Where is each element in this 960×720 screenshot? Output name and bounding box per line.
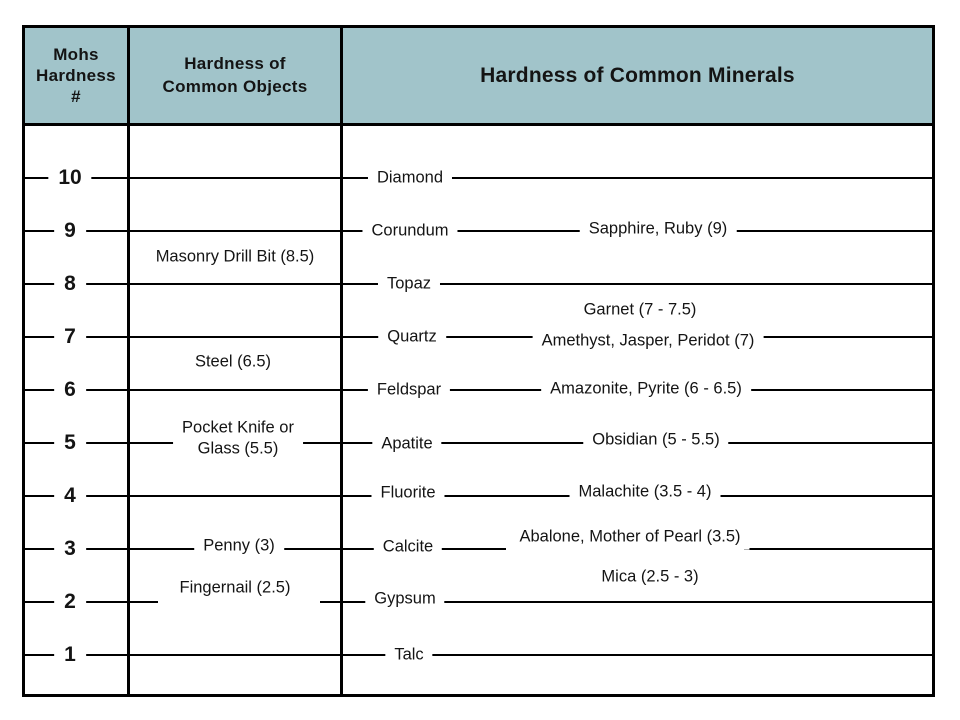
object-label-pocket-knife-or-glass-5-5: Pocket Knife or Glass (5.5) [173, 415, 303, 461]
header-mohs-hardness-number: Mohs Hardness # [25, 28, 130, 123]
example-label-obsidian-5-5-5: Obsidian (5 - 5.5) [583, 427, 729, 453]
hardness-level-line-10 [25, 177, 932, 179]
hardness-level-line-7 [25, 336, 932, 338]
hardness-level-line-1 [25, 654, 932, 656]
mineral-label-topaz: Topaz [377, 271, 441, 297]
object-label-masonry-drill-bit-8-5: Masonry Drill Bit (8.5) [146, 244, 324, 270]
header-hardness-of-common-objects: Hardness of Common Objects [130, 28, 343, 123]
hardness-tick-8: 8 [54, 272, 86, 296]
hardness-level-line-9 [25, 230, 932, 232]
hardness-tick-10: 10 [48, 166, 92, 190]
mineral-label-talc: Talc [385, 642, 433, 668]
hardness-level-line-6 [25, 389, 932, 391]
mineral-label-calcite: Calcite [373, 534, 443, 560]
chart-body: 10 9 8 7 6 5 4 3 2 1 Masonry Drill Bit (8.5) Steel … [25, 28, 932, 694]
hardness-tick-4: 4 [54, 484, 86, 508]
hardness-tick-1: 1 [54, 643, 86, 667]
hardness-level-line-3 [25, 548, 932, 550]
example-label-amazonite-pyrite-6-6-5: Amazonite, Pyrite (6 - 6.5) [541, 376, 751, 402]
mineral-label-corundum: Corundum [362, 218, 458, 244]
object-label-fingernail-2-5: Fingernail (2.5) [170, 575, 300, 601]
example-label-amethyst-jasper-peridot-7: Amethyst, Jasper, Peridot (7) [532, 328, 764, 354]
hardness-tick-2: 2 [54, 590, 86, 614]
object-label-steel-6-5: Steel (6.5) [185, 349, 281, 375]
header-hardness-of-common-minerals: Hardness of Common Minerals [480, 63, 795, 87]
hardness-tick-9: 9 [54, 219, 86, 243]
example-label-abalone-mother-of-pearl-3-5: Abalone, Mother of Pearl (3.5) [510, 524, 750, 550]
chart-table: 10 9 8 7 6 5 4 3 2 1 Masonry Drill Bit (8.5) Steel … [22, 25, 935, 697]
example-label-sapphire-ruby-9: Sapphire, Ruby (9) [579, 216, 737, 242]
mineral-label-feldspar: Feldspar [367, 377, 451, 403]
column-divider-objects [127, 28, 130, 694]
hardness-tick-6: 6 [54, 378, 86, 402]
hardness-tick-3: 3 [54, 537, 86, 561]
mineral-label-gypsum: Gypsum [365, 586, 445, 612]
mineral-label-quartz: Quartz [378, 324, 446, 350]
hardness-level-line-4 [25, 495, 932, 497]
hardness-tick-5: 5 [54, 431, 86, 455]
hardness-level-line-5 [25, 442, 932, 444]
mineral-label-apatite: Apatite [372, 431, 442, 457]
mineral-label-diamond: Diamond [367, 165, 453, 191]
example-label-garnet-7-7-5: Garnet (7 - 7.5) [574, 297, 706, 323]
header-row: Mohs Hardness # Hardness of Common Objec… [25, 28, 932, 126]
hardness-level-line-8 [25, 283, 932, 285]
example-label-mica-2-5-3: Mica (2.5 - 3) [592, 564, 708, 590]
mineral-label-fluorite: Fluorite [371, 480, 445, 506]
object-label-penny-3: Penny (3) [194, 533, 284, 559]
example-label-malachite-3-5-4: Malachite (3.5 - 4) [569, 479, 721, 505]
column-divider-minerals [340, 28, 343, 694]
hardness-tick-7: 7 [54, 325, 86, 349]
hardness-level-line-2 [25, 601, 932, 603]
